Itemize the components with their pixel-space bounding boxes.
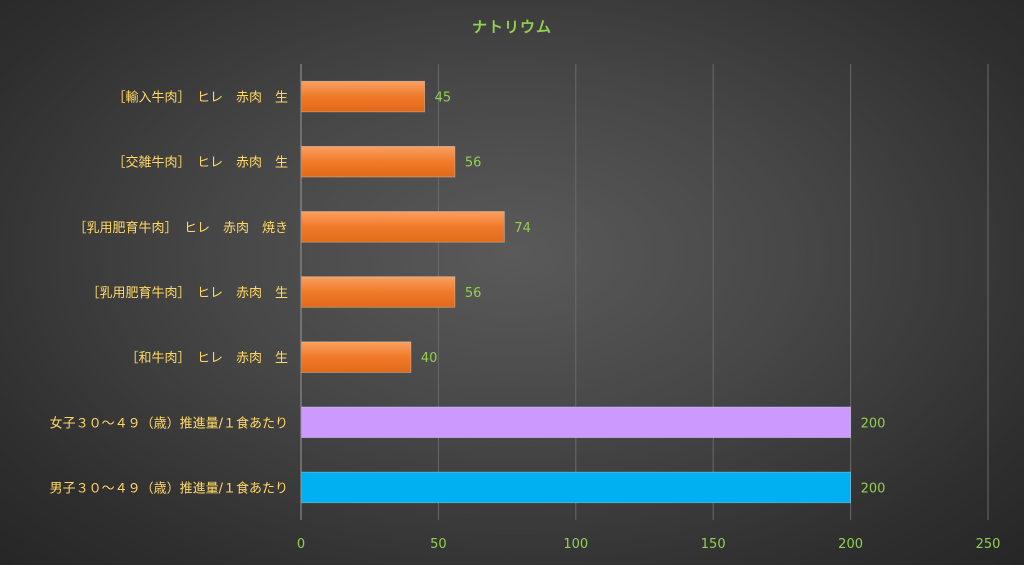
category-label: ［輸入牛肉］ ヒレ 赤肉 生 <box>112 91 288 106</box>
category-label: ［乳用肥育牛肉］ ヒレ 赤肉 焼き <box>73 220 288 236</box>
value-label: 56 <box>465 156 482 171</box>
bar <box>300 341 412 373</box>
value-label: 200 <box>861 416 886 431</box>
bar <box>300 80 426 113</box>
bars <box>300 80 851 504</box>
value-label: 200 <box>861 481 886 496</box>
category-label: 女子３０～４９（歳）推進量/１食あたり <box>50 415 288 431</box>
x-tick-label: 50 <box>430 537 447 552</box>
value-label: 74 <box>514 221 531 236</box>
x-tick-label: 200 <box>838 537 863 552</box>
category-label: ［和牛肉］ ヒレ 赤肉 生 <box>125 351 288 366</box>
value-label: 56 <box>465 286 482 301</box>
gridlines <box>437 64 989 520</box>
category-label: ［交雑牛肉］ ヒレ 赤肉 生 <box>112 155 288 171</box>
bar <box>300 211 505 243</box>
bar <box>300 406 851 438</box>
bar <box>300 471 851 504</box>
x-tick-label: 0 <box>297 537 305 552</box>
bar <box>300 146 456 178</box>
value-label: 40 <box>421 351 438 366</box>
x-tick-label: 150 <box>701 537 726 552</box>
bar <box>300 276 456 308</box>
x-tick-label: 100 <box>563 537 588 552</box>
labels: 0 50 100 150 200 250 ［輸入牛肉］ ヒレ 赤肉 生 45 ［交雑牛肉］ ヒレ… <box>50 91 1001 552</box>
x-tick-label: 250 <box>976 537 1001 552</box>
chart-title: ナトリウム <box>472 18 552 36</box>
value-label: 45 <box>435 91 452 106</box>
category-label: ［乳用肥育牛肉］ ヒレ 赤肉 生 <box>86 285 288 301</box>
category-label: 男子３０～４９（歳）推進量/１食あたり <box>50 480 288 496</box>
